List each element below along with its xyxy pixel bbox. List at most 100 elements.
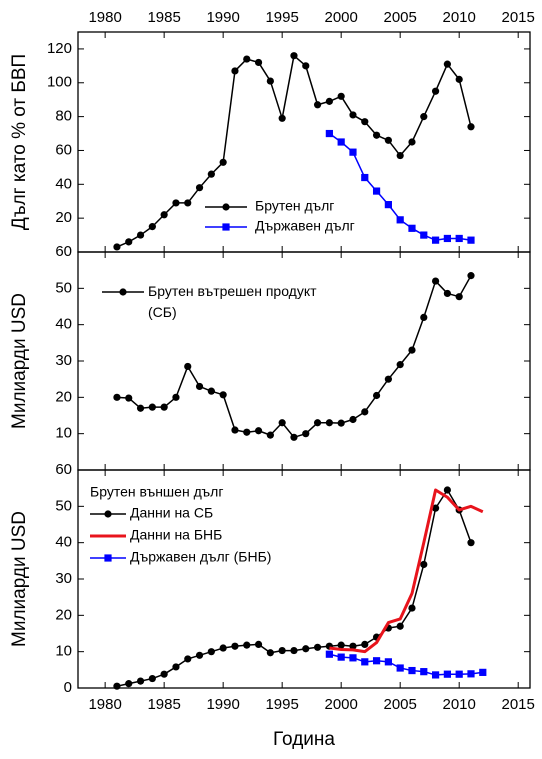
marker (195, 382, 204, 391)
marker (172, 393, 180, 401)
y-axis-label: Дълг като % от БВП (9, 54, 30, 230)
y-tick-label: 60 (55, 243, 72, 260)
marker (337, 641, 345, 649)
marker (384, 375, 392, 383)
x-tick-label: 1995 (265, 9, 298, 26)
legend-entry: Брутен вътрешен продукт (СБ) (148, 283, 317, 320)
marker (384, 201, 392, 209)
marker (148, 223, 156, 231)
legend-label: Данни на БНБ (130, 527, 222, 543)
marker (160, 403, 168, 411)
x-tick-label: 2010 (443, 9, 476, 26)
y-tick-label: 0 (64, 679, 72, 696)
y-tick-label: 30 (55, 352, 72, 369)
marker (254, 640, 263, 649)
marker (361, 640, 369, 649)
marker (278, 419, 286, 427)
y-tick-label: 20 (55, 606, 72, 623)
x-tick-label: 2010 (443, 696, 476, 713)
marker (278, 646, 286, 655)
marker (349, 415, 357, 424)
marker (160, 670, 168, 678)
y-tick-label: 10 (55, 425, 72, 442)
marker (313, 643, 322, 651)
x-tick-label: 2015 (502, 9, 535, 26)
y-tick-label: 20 (55, 209, 72, 226)
marker (172, 663, 180, 671)
x-tick-label: 1990 (206, 696, 239, 713)
marker (325, 650, 333, 658)
marker (160, 211, 168, 219)
marker (372, 131, 381, 139)
marker (455, 670, 463, 678)
marker (431, 671, 440, 679)
y-tick-label: 20 (55, 388, 72, 405)
marker (349, 148, 357, 156)
marker (113, 243, 121, 251)
marker (443, 289, 451, 298)
marker (349, 642, 357, 650)
x-tick-label: 1985 (147, 696, 180, 713)
marker (195, 184, 204, 192)
marker (231, 67, 239, 75)
marker (231, 426, 239, 434)
y-tick-label: 40 (55, 316, 72, 333)
marker (361, 658, 369, 666)
marker (136, 677, 145, 685)
x-tick-label: 1980 (88, 696, 121, 713)
marker (219, 158, 227, 166)
marker (431, 87, 440, 95)
marker (172, 199, 180, 207)
marker (266, 77, 274, 85)
y-tick-label: 40 (55, 534, 72, 551)
marker (207, 170, 215, 178)
marker (266, 431, 274, 439)
x-tick-label: 2000 (324, 9, 357, 26)
marker (254, 58, 263, 67)
marker (136, 231, 145, 239)
marker (431, 277, 440, 285)
y-tick-label: 60 (55, 461, 72, 478)
marker (325, 129, 333, 138)
x-tick-label: 2000 (324, 696, 357, 713)
marker (396, 622, 404, 630)
marker (302, 430, 310, 438)
marker (372, 657, 381, 665)
legend-marker (104, 554, 112, 562)
y-tick-label: 100 (47, 74, 72, 91)
x-tick-label: 2005 (383, 696, 416, 713)
marker (195, 651, 204, 659)
marker (266, 649, 274, 657)
marker (408, 138, 416, 146)
marker (455, 293, 463, 301)
marker (219, 644, 227, 652)
marker (207, 387, 215, 395)
x-tick-label: 1990 (206, 9, 239, 26)
legend-label: Държавен дълг (255, 218, 355, 234)
marker (396, 664, 404, 672)
series-line (329, 488, 484, 654)
marker (325, 419, 333, 427)
x-tick-label: 2015 (502, 696, 535, 713)
legend-marker (104, 510, 112, 518)
marker (361, 173, 369, 182)
marker (467, 670, 475, 678)
marker (290, 433, 298, 441)
marker (337, 419, 345, 427)
marker (431, 236, 440, 244)
x-tick-label: 1995 (265, 696, 298, 713)
marker (443, 60, 451, 68)
marker (420, 113, 428, 121)
legend-label: Брутен дълг (255, 198, 334, 214)
marker (325, 97, 333, 105)
marker (349, 111, 357, 119)
marker (349, 654, 357, 662)
marker (420, 668, 428, 676)
marker (396, 361, 404, 369)
marker (431, 504, 440, 512)
y-axis-label: Милиарди USD (9, 511, 30, 647)
y-tick-label: 120 (47, 40, 72, 57)
marker (313, 419, 322, 427)
legend-label: Данни на СБ (130, 505, 213, 521)
marker (443, 486, 451, 494)
